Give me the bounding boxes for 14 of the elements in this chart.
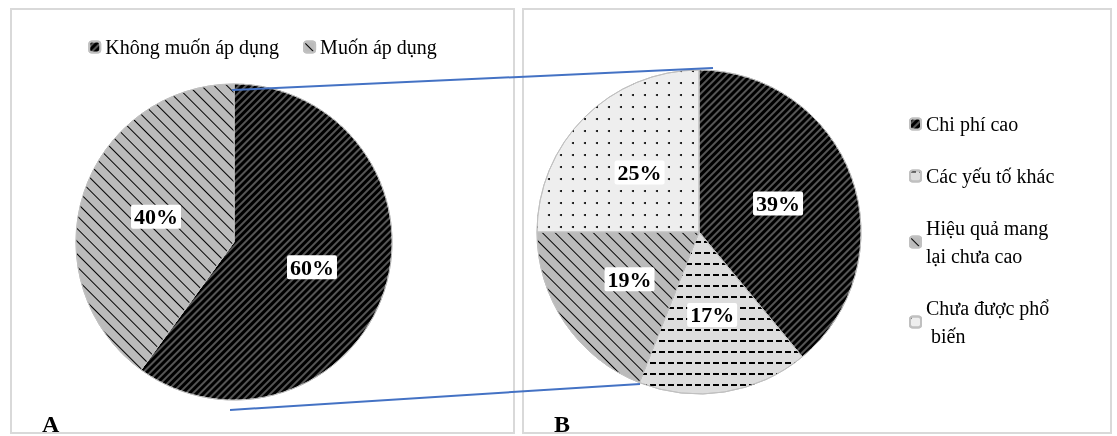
legend-label: Hiệu quả mang lại chưa cao (926, 217, 1054, 267)
text: A (42, 411, 60, 436)
data-label: 25% (617, 160, 662, 186)
data-label: 39% (756, 191, 801, 217)
data-label: 40% (134, 204, 179, 230)
legend-label: Chưa được phổ biến (926, 297, 1050, 347)
data-label: 17% (690, 302, 735, 328)
text: B (554, 411, 571, 436)
legend-label: Không muốn áp dụng (105, 36, 280, 59)
legend-label: Chi phí cao (926, 113, 1019, 136)
legend-label: Muốn áp dụng (320, 36, 437, 59)
data-label: 19% (607, 266, 652, 292)
legend-label: Các yếu tố khác (926, 165, 1055, 188)
data-label: 60% (289, 254, 334, 280)
